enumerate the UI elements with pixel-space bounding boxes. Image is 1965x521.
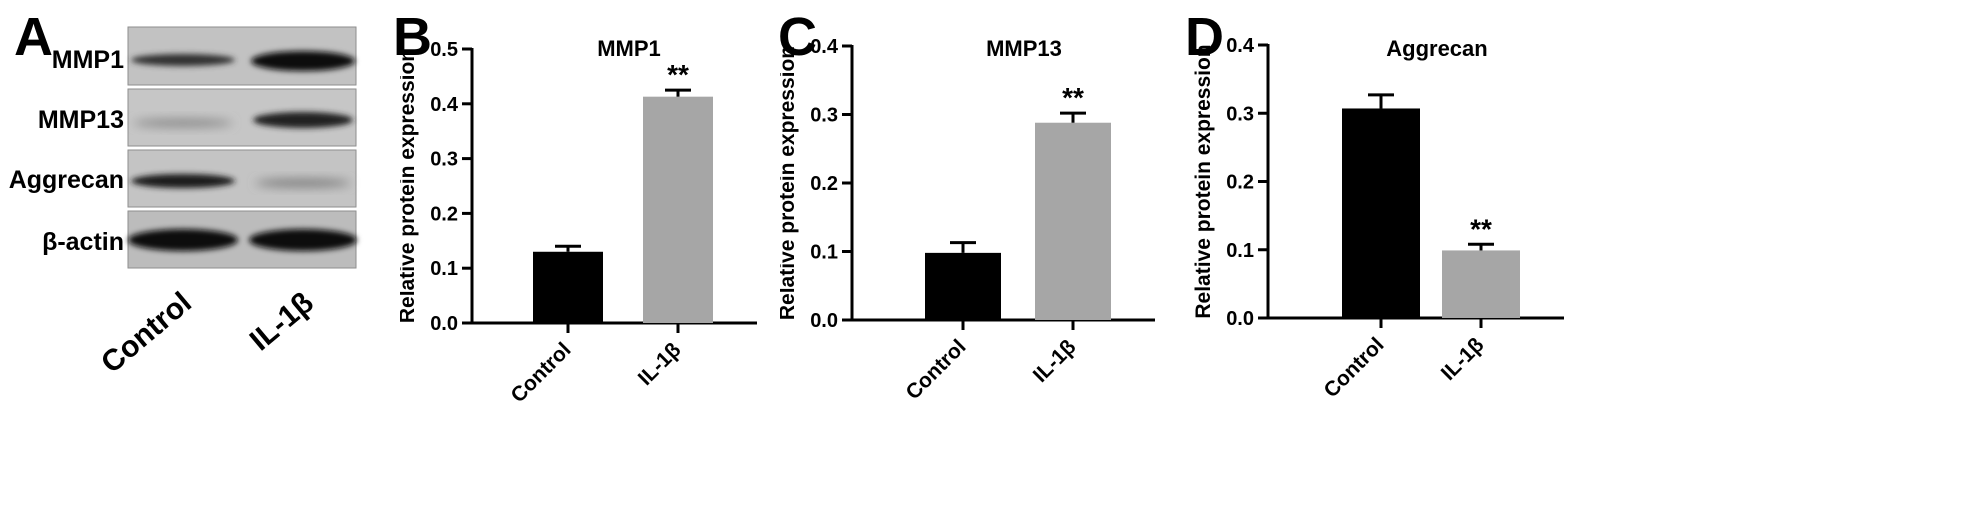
y-tick-label: 0.3 xyxy=(430,149,458,171)
chart-title: Aggrecan xyxy=(1386,36,1487,61)
bar-il1b xyxy=(1442,250,1520,318)
blot-row-label-mmp13: MMP13 xyxy=(37,106,124,134)
bar-control xyxy=(925,252,1001,320)
band-aggrecan-il1b xyxy=(255,179,351,187)
band-mmp1-il1b xyxy=(251,51,355,71)
bar-chart-mmp13: MMP13 Relative protein expression 0.0 0.1 0.… xyxy=(780,36,1155,404)
y-tick-label: 0.2 xyxy=(1226,172,1254,194)
band-mmp13-il1b xyxy=(253,112,353,128)
x-tick-label: IL-1β xyxy=(634,338,686,390)
x-tick-label: Control xyxy=(1319,333,1388,402)
x-tick-label: Control xyxy=(901,335,970,404)
panel-letter-d: D xyxy=(1185,7,1224,67)
y-tick-label: 0.4 xyxy=(810,36,839,58)
significance-marker: ** xyxy=(1470,213,1492,244)
y-tick-label: 0.3 xyxy=(1226,103,1254,125)
bar-control xyxy=(1342,108,1420,318)
significance-marker: ** xyxy=(1062,82,1084,113)
y-axis-label: Relative protein expression xyxy=(400,49,419,323)
y-tick-label: 0.0 xyxy=(810,310,838,332)
panel-letter-a: A xyxy=(14,7,53,67)
band-mmp13-control xyxy=(133,119,233,127)
blot-row-label-aggrecan: Aggrecan xyxy=(8,166,124,194)
western-blot-panel: A MMP1 MMP13 Aggrecan β-actin Control xyxy=(0,0,470,521)
y-axis-label: Relative protein expression xyxy=(780,46,799,320)
band-beta-actin-control xyxy=(128,229,238,251)
y-tick-label: 0.1 xyxy=(810,242,838,264)
blot-row-label-mmp1: MMP1 xyxy=(51,46,124,74)
y-tick-label: 0.4 xyxy=(430,94,459,116)
panel-letter-b: B xyxy=(393,7,432,67)
panel-letter-c: C xyxy=(778,7,817,67)
y-tick-label: 0.2 xyxy=(430,203,458,225)
y-tick-label: 0.0 xyxy=(430,313,458,335)
y-tick-label: 0.1 xyxy=(430,258,458,280)
chart-title: MMP13 xyxy=(986,36,1062,61)
y-tick-label: 0.3 xyxy=(810,105,838,127)
y-axis-label: Relative protein expression xyxy=(1192,44,1215,318)
blot-row-label-beta-actin: β-actin xyxy=(42,228,124,256)
x-tick-label: IL-1β xyxy=(1029,335,1081,387)
significance-marker: ** xyxy=(667,59,689,90)
y-tick-label: 0.2 xyxy=(810,173,838,195)
blot-image xyxy=(127,26,357,269)
bar-il1b xyxy=(643,96,713,324)
bar-chart-mmp1: MMP1 Relative protein expression 0.0 0.1 0.2… xyxy=(400,36,757,407)
y-tick-label: 0.1 xyxy=(1226,240,1254,262)
band-mmp1-control xyxy=(131,54,235,66)
bar-il1b xyxy=(1035,122,1111,320)
chart-title: MMP1 xyxy=(597,36,661,61)
band-aggrecan-control xyxy=(131,174,235,188)
x-tick-label: Control xyxy=(506,338,575,407)
y-tick-label: 0.4 xyxy=(1226,35,1255,57)
x-tick-label: IL-1β xyxy=(1437,333,1489,385)
y-tick-label: 0.0 xyxy=(1226,308,1254,330)
y-tick-label: 0.5 xyxy=(430,39,458,61)
bar-control xyxy=(533,251,603,323)
band-beta-actin-il1b xyxy=(249,229,357,251)
bar-chart-aggrecan: Aggrecan Relative protein expression 0.0 0.… xyxy=(1192,35,1564,402)
